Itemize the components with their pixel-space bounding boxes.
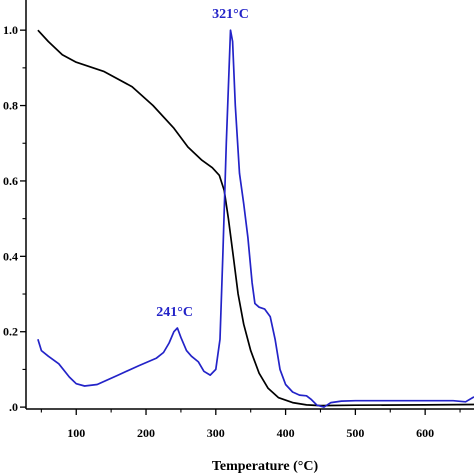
annotations-layer: 321°C 241°C	[156, 7, 249, 320]
y-tick-label-5: 1.0	[3, 23, 18, 37]
series-layer	[37, 29, 474, 408]
x-tick-label-500: 500	[346, 426, 364, 440]
y-tick-label-3: 0.6	[3, 174, 18, 188]
series-line-2	[37, 29, 474, 408]
x-tick-label-400: 400	[277, 426, 295, 440]
axes-layer: 100 200 300 400 500 600 .0 0.2 0.4 0.6 0.8 1.0	[3, 0, 474, 440]
y-tick-label-4: 0.8	[3, 99, 18, 113]
x-tick-label-100: 100	[67, 426, 85, 440]
y-tick-label-2: 0.4	[3, 249, 18, 263]
x-axis-title: Temperature (°C)	[212, 459, 319, 474]
x-tick-label-300: 300	[207, 426, 225, 440]
peak-label-1: 321°C	[212, 7, 249, 22]
y-tick-label-0: .0	[9, 400, 18, 414]
x-tick-label-200: 200	[137, 426, 155, 440]
series-line-1	[37, 29, 474, 407]
peak-label-2: 241°C	[156, 305, 193, 320]
x-tick-label-600: 600	[416, 426, 434, 440]
y-tick-label-1: 0.2	[3, 325, 18, 339]
